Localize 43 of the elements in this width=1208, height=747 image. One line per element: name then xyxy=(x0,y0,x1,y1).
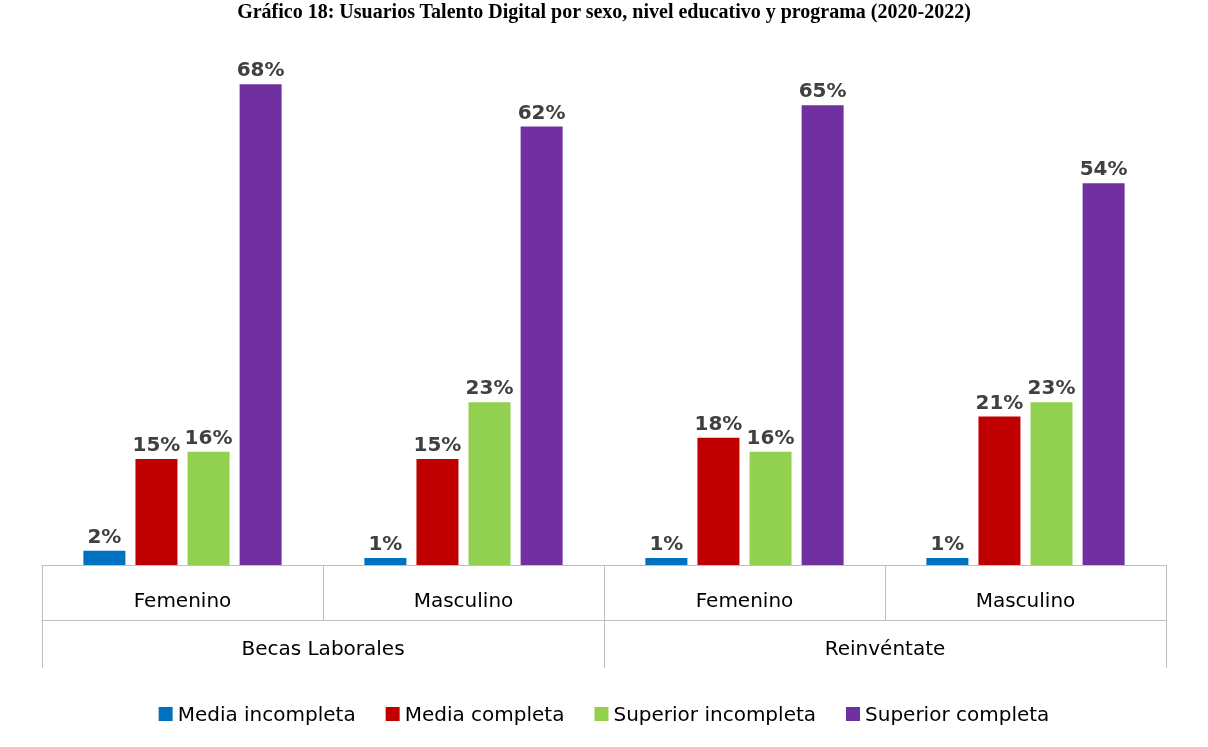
bar xyxy=(187,451,230,565)
data-label: 15% xyxy=(132,431,181,456)
text: Becas Laborales xyxy=(241,636,405,660)
data-label: 1% xyxy=(368,530,403,555)
data-label: 54% xyxy=(1079,156,1128,181)
bar xyxy=(926,557,969,565)
bar xyxy=(645,557,688,565)
bar xyxy=(978,416,1021,565)
data-label: 62% xyxy=(517,99,566,124)
x-tick-label: Masculino xyxy=(413,588,514,612)
x-tick-label: Femenino xyxy=(695,588,794,612)
data-label: 18% xyxy=(694,410,743,435)
data-label: 15% xyxy=(413,431,462,456)
bar xyxy=(239,84,282,565)
data-label: 1% xyxy=(930,530,965,555)
legend-label: Media incompleta xyxy=(177,702,356,726)
bar xyxy=(1030,402,1073,565)
bar xyxy=(364,557,407,565)
data-label: 65% xyxy=(798,78,847,103)
text: Reinvéntate xyxy=(824,636,946,660)
chart-title: Gráfico 18: Usuarios Talento Digital por sexo, nivel educativo y programa (2020-2022) xyxy=(237,0,971,23)
bar xyxy=(468,402,511,565)
bar xyxy=(697,437,740,565)
bar xyxy=(801,105,844,565)
legend-label: Superior incompleta xyxy=(613,702,817,726)
data-label: 23% xyxy=(1027,375,1076,400)
x-tick-label: Femenino xyxy=(133,588,232,612)
bar xyxy=(135,458,178,565)
legend-label: Superior completa xyxy=(865,702,1050,726)
bar xyxy=(416,458,459,565)
data-label: 2% xyxy=(87,523,122,548)
data-label: 1% xyxy=(649,530,684,555)
bar xyxy=(749,451,792,565)
data-label: 16% xyxy=(746,424,795,449)
data-label: 68% xyxy=(236,57,285,82)
bar xyxy=(1082,183,1125,565)
bar xyxy=(520,126,563,565)
data-label: 16% xyxy=(184,424,233,449)
data-label: 21% xyxy=(975,389,1024,414)
bar xyxy=(83,550,126,565)
data-label: 23% xyxy=(465,375,514,400)
x-tick-label: Masculino xyxy=(975,588,1076,612)
legend-label: Media completa xyxy=(404,702,565,726)
